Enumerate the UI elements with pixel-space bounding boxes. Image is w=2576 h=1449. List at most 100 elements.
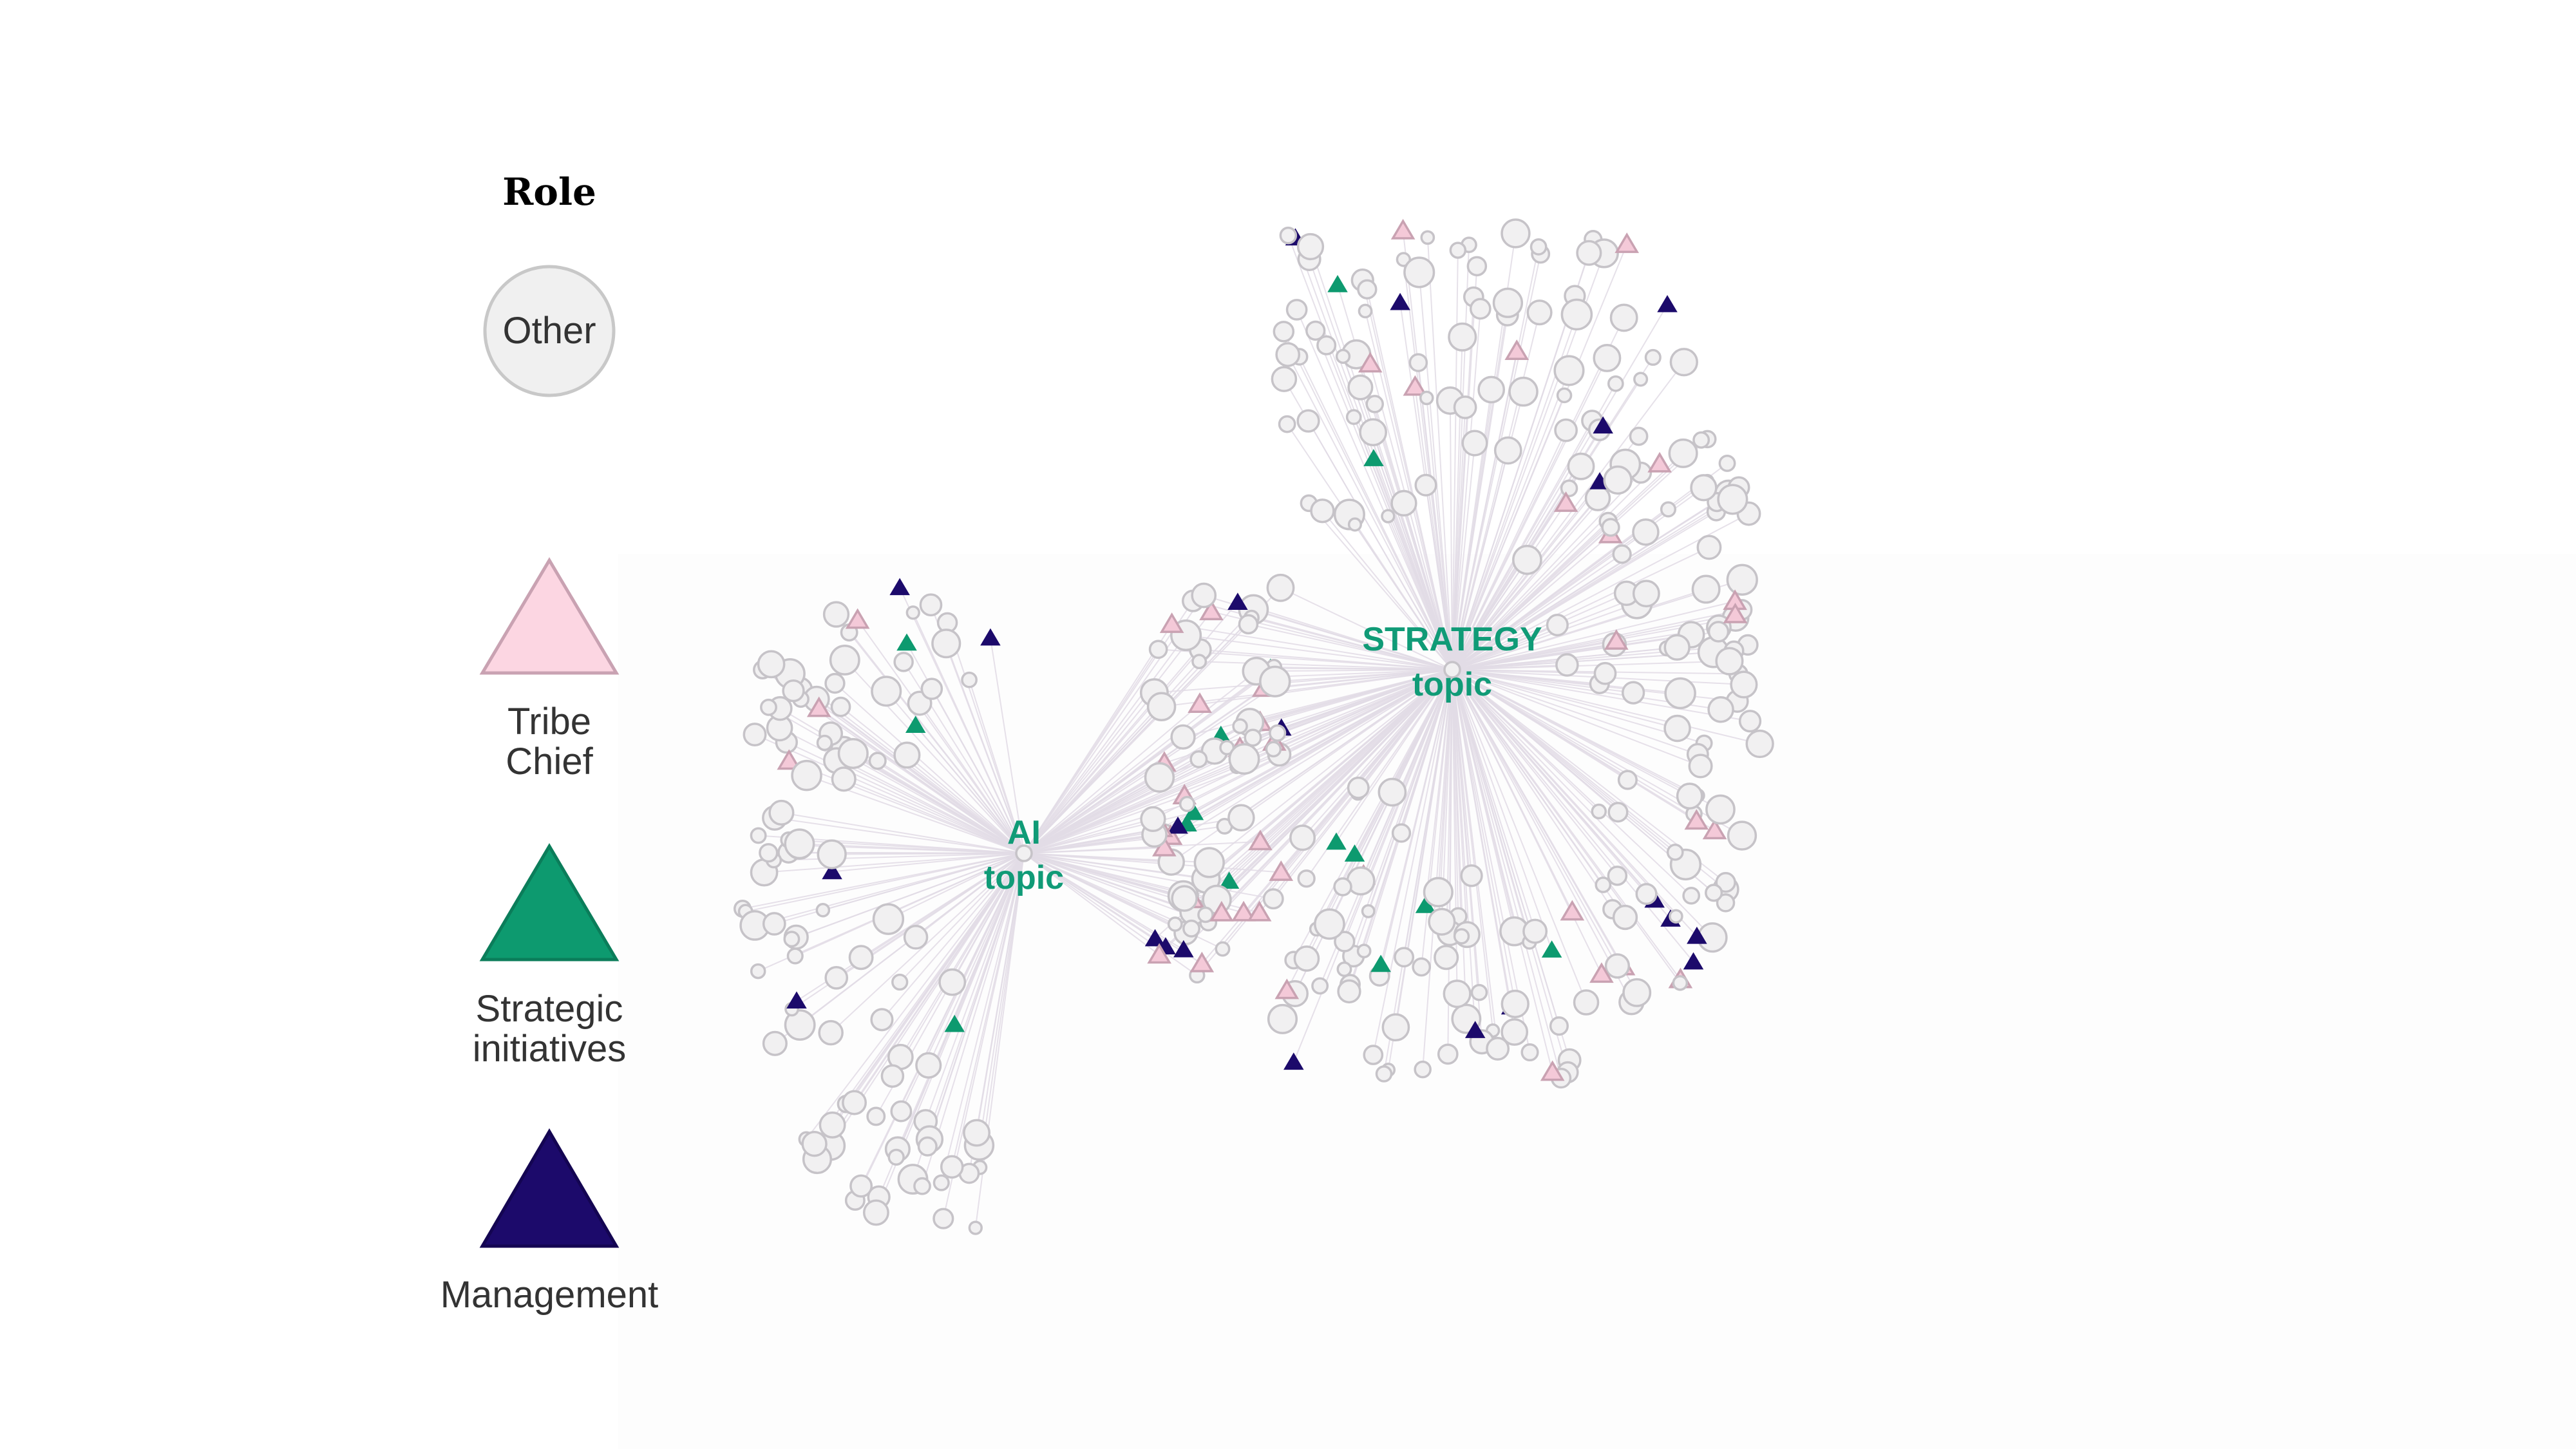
node-other[interactable] (1555, 653, 1579, 677)
node-other[interactable] (920, 677, 943, 700)
node-other[interactable] (1347, 374, 1374, 401)
node-other[interactable] (1391, 823, 1412, 843)
node-tribe-chief[interactable] (1553, 491, 1578, 512)
node-other[interactable] (1271, 366, 1298, 392)
node-tribe-chief[interactable] (1247, 900, 1272, 922)
node-other[interactable] (1460, 864, 1483, 887)
node-other[interactable] (783, 931, 800, 948)
node-other[interactable] (1273, 321, 1295, 343)
node-other[interactable] (1716, 893, 1736, 913)
node-management[interactable] (1144, 929, 1166, 947)
node-tribe-chief[interactable] (1209, 900, 1234, 922)
node-other[interactable] (801, 1131, 828, 1157)
node-other[interactable] (1669, 348, 1698, 377)
node-other[interactable] (786, 947, 804, 965)
node-other[interactable] (1622, 978, 1652, 1007)
node-other[interactable] (1632, 580, 1660, 608)
node-other[interactable] (1232, 718, 1248, 734)
node-tribe-chief[interactable] (1199, 600, 1224, 621)
node-other[interactable] (1603, 465, 1633, 495)
node-other[interactable] (1522, 918, 1548, 944)
node-strategic-initiatives[interactable] (1363, 449, 1384, 466)
node-other[interactable] (1553, 355, 1585, 386)
node-other[interactable] (1668, 438, 1698, 468)
node-other[interactable] (762, 1030, 788, 1056)
node-other[interactable] (824, 965, 849, 990)
node-other[interactable] (848, 945, 874, 971)
node-other[interactable] (1144, 762, 1175, 793)
node-other[interactable] (1293, 945, 1320, 972)
node-strategic-initiatives[interactable] (1541, 940, 1562, 958)
node-tribe-chief[interactable] (1358, 352, 1383, 373)
node-other[interactable] (868, 752, 887, 770)
node-other[interactable] (1546, 613, 1569, 637)
node-other[interactable] (933, 1174, 950, 1191)
node-other[interactable] (1357, 279, 1378, 299)
node-management[interactable] (980, 628, 1001, 646)
node-other[interactable] (1738, 710, 1762, 733)
node-strategic-initiatives[interactable] (905, 715, 926, 734)
node-strategic-initiatives[interactable] (896, 633, 917, 651)
node-other[interactable] (1437, 1043, 1459, 1065)
node-other[interactable] (933, 1208, 954, 1229)
node-other[interactable] (815, 902, 831, 918)
node-other[interactable] (1622, 681, 1645, 705)
node-strategic-initiatives[interactable] (1415, 896, 1436, 913)
node-other[interactable] (1595, 876, 1612, 893)
node-other[interactable] (1676, 782, 1703, 810)
node-other[interactable] (750, 827, 767, 844)
node-other[interactable] (1607, 802, 1629, 823)
node-other[interactable] (1617, 770, 1638, 790)
node-other[interactable] (1375, 1065, 1393, 1083)
node-other[interactable] (1688, 753, 1713, 779)
node-management[interactable] (1168, 816, 1188, 834)
node-other[interactable] (1171, 885, 1198, 912)
node-other[interactable] (1428, 907, 1456, 936)
node-tribe-chief[interactable] (1231, 900, 1256, 922)
node-other[interactable] (1470, 983, 1488, 1001)
node-other[interactable] (1501, 989, 1530, 1019)
node-tribe-chief[interactable] (1647, 451, 1672, 473)
node-tribe-chief[interactable] (845, 608, 870, 629)
node-other[interactable] (830, 696, 851, 717)
node-other[interactable] (768, 799, 795, 826)
node-other[interactable] (1419, 390, 1434, 406)
node-other[interactable] (1197, 906, 1214, 923)
node-other[interactable] (1629, 426, 1649, 446)
node-other[interactable] (961, 671, 978, 688)
node-management[interactable] (1687, 926, 1707, 944)
node-other[interactable] (1635, 883, 1658, 905)
node-tribe-chief[interactable] (1615, 232, 1640, 253)
node-other[interactable] (1705, 884, 1723, 902)
node-management[interactable] (1283, 1052, 1304, 1070)
node-other[interactable] (1664, 677, 1696, 710)
node-other[interactable] (891, 973, 909, 991)
node-other[interactable] (831, 766, 857, 792)
node-other[interactable] (824, 672, 846, 694)
node-tribe-chief[interactable] (1189, 951, 1215, 972)
node-other[interactable] (1512, 545, 1542, 575)
node-management[interactable] (1390, 292, 1410, 310)
node-other[interactable] (819, 1111, 846, 1139)
node-other[interactable] (1434, 945, 1459, 971)
node-management[interactable] (822, 862, 842, 880)
node-strategic-initiatives[interactable] (1183, 802, 1204, 820)
node-other[interactable] (1632, 518, 1660, 546)
node-other[interactable] (1363, 1045, 1384, 1065)
node-other[interactable] (1609, 303, 1638, 332)
node-other[interactable] (1612, 904, 1638, 931)
node-other[interactable] (931, 629, 961, 659)
node-other[interactable] (1607, 866, 1628, 886)
node-other[interactable] (1672, 975, 1689, 991)
node-other[interactable] (1717, 484, 1748, 515)
node-other[interactable] (1215, 941, 1231, 957)
node-tribe-chief[interactable] (1604, 629, 1629, 650)
node-tribe-chief[interactable] (1723, 602, 1748, 623)
node-other[interactable] (1526, 299, 1553, 326)
node-other[interactable] (1193, 847, 1225, 878)
node-other[interactable] (1228, 743, 1260, 775)
node-other[interactable] (1593, 343, 1622, 372)
node-other[interactable] (1492, 287, 1524, 318)
node-other[interactable] (1333, 877, 1352, 896)
node-tribe-chief[interactable] (1390, 218, 1416, 240)
